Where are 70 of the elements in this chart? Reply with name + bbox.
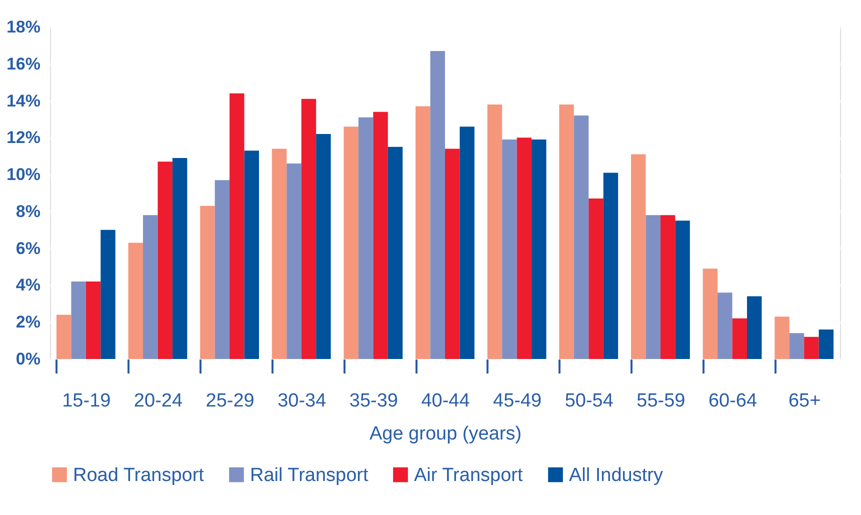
bar [516,138,532,359]
legend-label: Rail Transport [250,464,369,486]
bar [588,198,604,359]
bar [675,220,690,359]
bar [244,150,259,359]
y-tick-label: 0% [16,350,40,368]
bar [286,163,302,359]
bar [128,242,144,359]
bar [631,154,646,359]
bar [56,314,72,359]
bar [272,148,287,359]
bar [430,50,445,359]
bar [230,93,244,359]
x-tick-label: 20-24 [134,390,183,412]
bar [344,126,358,359]
bar [445,148,460,359]
bar [574,116,589,359]
bar [487,104,502,359]
bar [358,117,374,359]
bar [818,329,834,359]
bar [172,158,188,359]
bar [100,230,116,359]
bar [702,268,718,359]
y-tick-label: 16% [6,54,40,74]
x-axis-title: Age group (years) [369,424,522,444]
x-tick-label: 40-44 [421,390,470,412]
bar [388,146,403,359]
y-tick-label: 2% [16,312,40,332]
bar [746,296,762,359]
legend-label: All Industry [569,464,664,486]
x-tick-label: 35-39 [349,390,398,412]
bar [86,282,101,359]
bar [316,134,331,359]
bar [789,333,804,359]
bar [158,162,172,359]
bar [732,318,747,359]
x-tick-label: 45-49 [493,390,542,412]
x-tick-label: 25-29 [206,390,254,412]
bar [502,140,517,359]
bar [71,282,86,359]
bar [603,172,618,359]
bar [718,292,732,359]
y-tick-label: 18% [6,18,40,36]
bar [559,104,574,359]
bar [460,126,474,359]
x-tick-label: 65+ [788,390,821,412]
x-tick-label: 15-19 [62,390,111,412]
legend-label: Air Transport [414,464,524,486]
y-tick-label: 4% [16,276,40,295]
y-tick-label: 12% [6,128,40,148]
bar [660,215,676,359]
legend-label: Road Transport [73,464,205,486]
bar [532,140,546,359]
bar [416,106,430,359]
bar [646,215,660,359]
bar [200,206,215,359]
bar [774,316,790,359]
y-tick-label: 8% [16,202,40,221]
bar [804,336,819,359]
y-tick-label: 14% [6,91,40,110]
x-tick-label: 30-34 [278,390,327,412]
x-tick-label: 55-59 [636,390,686,412]
y-tick-label: 6% [16,238,40,258]
x-tick-label: 50-54 [564,390,614,412]
bar [373,112,388,359]
bar [143,215,158,359]
bar [301,98,316,359]
bar [214,180,230,359]
x-tick-label: 60-64 [708,390,758,412]
y-tick-label: 10% [6,165,40,184]
